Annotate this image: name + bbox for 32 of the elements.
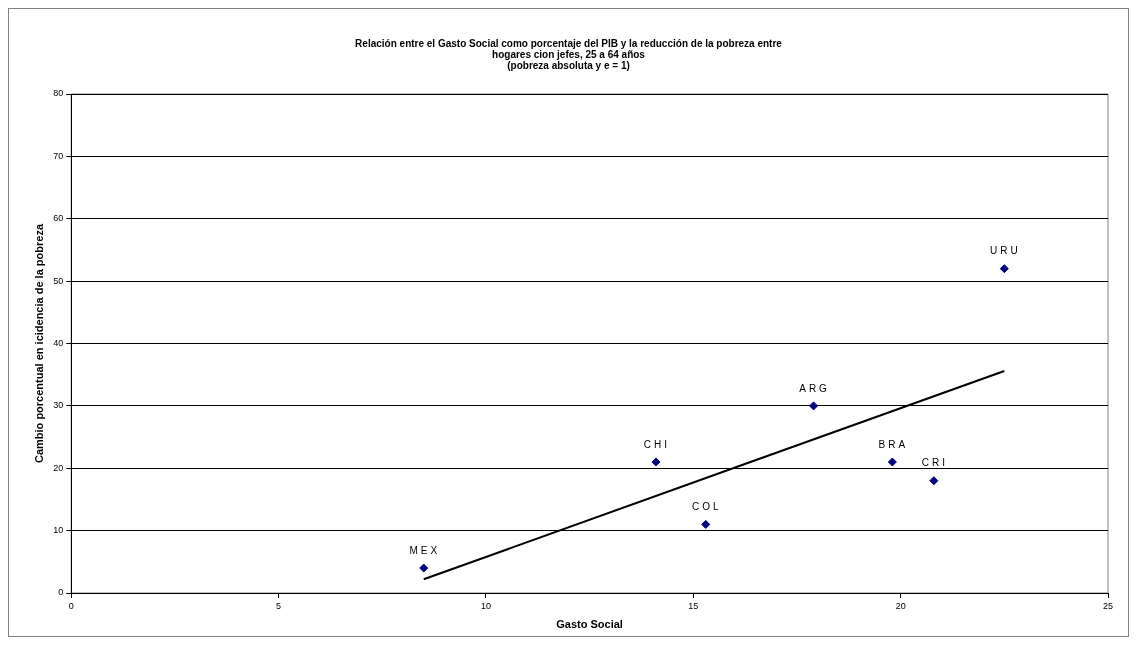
annotation: MEX [409, 544, 441, 556]
y-tick-label: 20 [53, 462, 64, 473]
chart-title: Relación entre el Gasto Social como porcentaje del PIB y la reducción de la pobreza entre hogares cion jefes, 25 a 64 años (pobreza absoluta y e = 1) [355, 38, 783, 72]
annotation: URU [989, 245, 1021, 257]
annotation: CHI [643, 438, 671, 450]
point [887, 457, 897, 467]
x-axis-title: Gasto Social [556, 618, 623, 631]
y-tick-label: 10 [53, 525, 64, 536]
point [651, 457, 661, 467]
annotation: COL [691, 501, 722, 513]
y-tick-label: 80 [53, 88, 64, 99]
annotation: BRA [878, 438, 909, 450]
x-tick-label: 10 [480, 600, 491, 611]
point [419, 563, 429, 573]
y-axis-title: Cambio porcentual en icidencia de la pobreza [32, 223, 45, 464]
y-tick-label: 60 [53, 213, 64, 224]
x-tick-label: 20 [895, 600, 906, 611]
point [929, 476, 939, 486]
y-tick-label: 50 [53, 275, 64, 286]
x-tick-label: 5 [276, 600, 282, 611]
point [701, 519, 711, 529]
x-tick-label: 0 [68, 600, 74, 611]
annotation: CRI [921, 457, 948, 469]
x-tick-label: 25 [1102, 600, 1114, 611]
point [999, 264, 1009, 274]
y-tick-label: 0 [58, 587, 64, 598]
annotation: ARG [799, 382, 830, 394]
y-tick-label: 40 [53, 337, 64, 348]
point [809, 401, 819, 411]
y-tick-label: 30 [53, 400, 64, 411]
x-tick-label: 15 [688, 600, 699, 611]
y-tick-label: 70 [53, 150, 64, 161]
